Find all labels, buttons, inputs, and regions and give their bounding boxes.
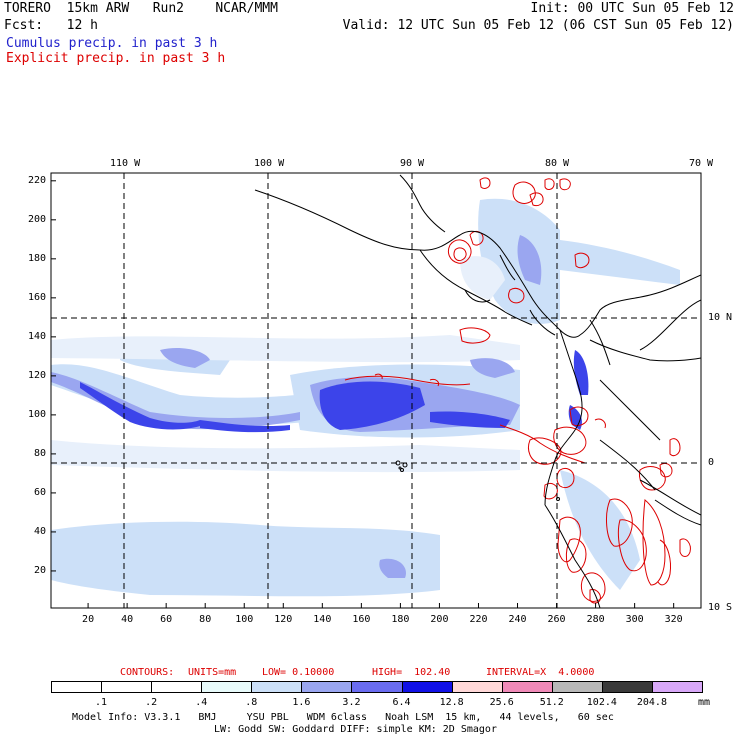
physics-info: LW: Godd SW: Goddard DIFF: simple KM: 2D… (214, 724, 497, 735)
colorbar-label: 6.4 (392, 697, 411, 708)
colorbar-label: 3.2 (342, 697, 361, 708)
colorbar-label: 25.6 (489, 697, 514, 708)
x-tick-label: 160 (352, 614, 371, 625)
contours-low: LOW= 0.10000 (262, 667, 335, 678)
colorbar-swatch (251, 681, 303, 693)
colorbar-swatch (101, 681, 153, 693)
colorbar-label: .4 (195, 697, 208, 708)
colorbar-label: 204.8 (636, 697, 667, 708)
y-tick-label: 100 (27, 408, 46, 420)
y-tick-label: 80 (33, 447, 46, 459)
x-tick-label: 180 (391, 614, 410, 625)
colorbar-swatch (451, 681, 503, 693)
colorbar-swatch (351, 681, 403, 693)
colorbar-label: 102.4 (586, 697, 617, 708)
y-tick-label: 200 (27, 213, 46, 225)
x-tick-label: 20 (82, 614, 95, 625)
colorbar-swatch (551, 681, 603, 693)
colorbar-label: .8 (245, 697, 258, 708)
x-tick-label: 100 (235, 614, 254, 625)
x-tick-label: 220 (469, 614, 488, 625)
x-tick-label: 120 (274, 614, 293, 625)
x-tick-label: 260 (547, 614, 566, 625)
colorbar-swatch (151, 681, 203, 693)
lat-label-10s: 10 S (708, 602, 733, 613)
y-tick-label: 140 (27, 330, 46, 342)
x-tick-label: 280 (586, 614, 605, 625)
colorbar-label: 1.6 (292, 697, 311, 708)
y-tick-label: 40 (33, 525, 46, 537)
init-time: Init: 00 UTC Sun 05 Feb 12 (530, 1, 735, 16)
axis-ticks (51, 180, 675, 608)
model-info: Model Info: V3.3.1 BMJ YSU PBL WDM 6clas… (72, 712, 614, 723)
x-tick-label: 80 (199, 614, 212, 625)
colorbar-swatch (51, 681, 103, 693)
colorbar-swatch (201, 681, 253, 693)
colorbar-label: 51.2 (539, 697, 564, 708)
graticule (51, 173, 701, 608)
x-tick-label: 200 (430, 614, 449, 625)
y-tick-label: 180 (27, 252, 46, 264)
x-tick-label: 300 (625, 614, 644, 625)
y-tick-label: 120 (27, 369, 46, 381)
colorbar-label: 12.8 (439, 697, 464, 708)
colorbar-swatch (501, 681, 553, 693)
precip-shading (51, 177, 691, 604)
colorbar-swatch (651, 681, 703, 693)
lon-label-110w: 110 W (110, 158, 141, 169)
x-tick-label: 240 (508, 614, 527, 625)
lon-label-90w: 90 W (400, 158, 425, 169)
contours-units: UNITS=mm (188, 667, 237, 678)
colorbar-swatch (301, 681, 353, 693)
lon-label-80w: 80 W (545, 158, 570, 169)
y-tick-label: 20 (33, 564, 46, 576)
colorbar-label: .2 (145, 697, 158, 708)
x-tick-label: 140 (313, 614, 332, 625)
model-title: TORERO 15km ARW Run2 NCAR/MMM (4, 1, 278, 16)
x-tick-label: 320 (664, 614, 683, 625)
colorbar-swatch (601, 681, 653, 693)
field-cumulus-label: Cumulus precip. in past 3 h (6, 36, 218, 51)
lat-label-10n: 10 N (708, 312, 733, 323)
valid-time: Valid: 12 UTC Sun 05 Feb 12 (06 CST Sun … (342, 18, 734, 33)
forecast-hour: Fcst: 12 h (4, 18, 98, 33)
lat-label-0: 0 (708, 457, 715, 468)
y-tick-label: 220 (27, 174, 46, 186)
colorbar-unit: mm (698, 697, 711, 708)
x-tick-label: 40 (121, 614, 134, 625)
y-tick-label: 160 (27, 291, 46, 303)
contours-label: CONTOURS: (120, 667, 175, 678)
plot-frame (50, 172, 702, 609)
contours-interval: INTERVAL=X 4.0000 (486, 667, 595, 678)
coastlines (254, 174, 701, 608)
lon-label-70w: 70 W (689, 158, 714, 169)
y-tick-label: 60 (33, 486, 46, 498)
x-tick-label: 60 (160, 614, 173, 625)
field-explicit-label: Explicit precip. in past 3 h (6, 51, 226, 66)
colorbar-label: .1 (95, 697, 108, 708)
colorbar-swatch (401, 681, 453, 693)
lon-label-100w: 100 W (254, 158, 285, 169)
contours-high: HIGH= 102.40 (372, 667, 451, 678)
